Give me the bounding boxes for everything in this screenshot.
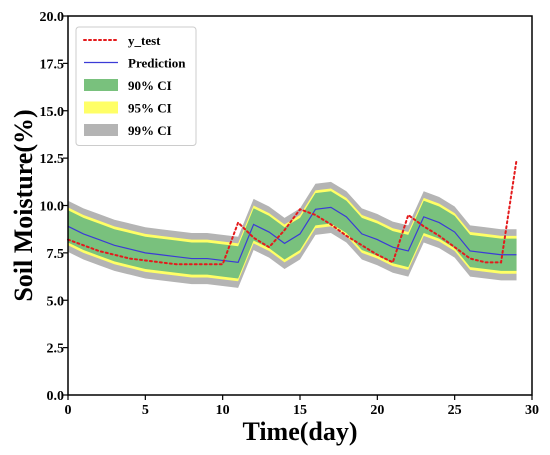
legend-swatch-90-ci — [84, 79, 118, 91]
legend-swatch-99-ci — [84, 124, 118, 136]
y-tick-label: 2.5 — [47, 342, 65, 357]
y-tick-label: 10.0 — [40, 200, 65, 215]
y-tick-label: 20.0 — [40, 10, 65, 25]
y-tick-label: 17.5 — [40, 57, 65, 72]
x-tick-label: 25 — [448, 403, 462, 418]
series-line-prediction — [67, 206, 517, 264]
legend-label-99-ci: 99% CI — [128, 123, 172, 138]
legend-label-prediction: Prediction — [128, 56, 186, 71]
confidence-bands — [68, 181, 517, 288]
legend-box — [75, 26, 197, 146]
x-tick-label: 30 — [525, 403, 539, 418]
x-axis-title: Time(day) — [242, 417, 357, 446]
legend-label-90-ci: 90% CI — [128, 78, 172, 93]
legend: y_test Prediction 90% CI 95% CI 99% CI — [75, 26, 197, 146]
x-tick-label: 0 — [65, 403, 72, 418]
legend-swatch-95-ci — [84, 101, 118, 114]
y-tick-label: 7.5 — [47, 247, 65, 262]
series-lines — [67, 159, 518, 266]
series-line-y-test — [67, 159, 518, 266]
legend-label-y-test: y_test — [128, 33, 161, 48]
x-tick-label: 10 — [216, 403, 230, 418]
y-tick-label: 5.0 — [47, 294, 65, 309]
y-axis-title: Soil Moisture(%) — [9, 109, 38, 301]
x-axis-ticks: 0 5 10 15 20 25 30 — [65, 395, 539, 418]
legend-label-95-ci: 95% CI — [128, 101, 172, 116]
x-tick-label: 20 — [370, 403, 384, 418]
x-tick-label: 15 — [293, 403, 307, 418]
x-tick-label: 5 — [142, 403, 149, 418]
y-tick-label: 12.5 — [40, 152, 65, 167]
y-axis-ticks: 0.0 2.5 5.0 7.5 10.0 12.5 15.0 17.5 20.0 — [40, 10, 68, 404]
y-tick-label: 0.0 — [47, 389, 65, 404]
y-tick-label: 15.0 — [40, 105, 65, 120]
